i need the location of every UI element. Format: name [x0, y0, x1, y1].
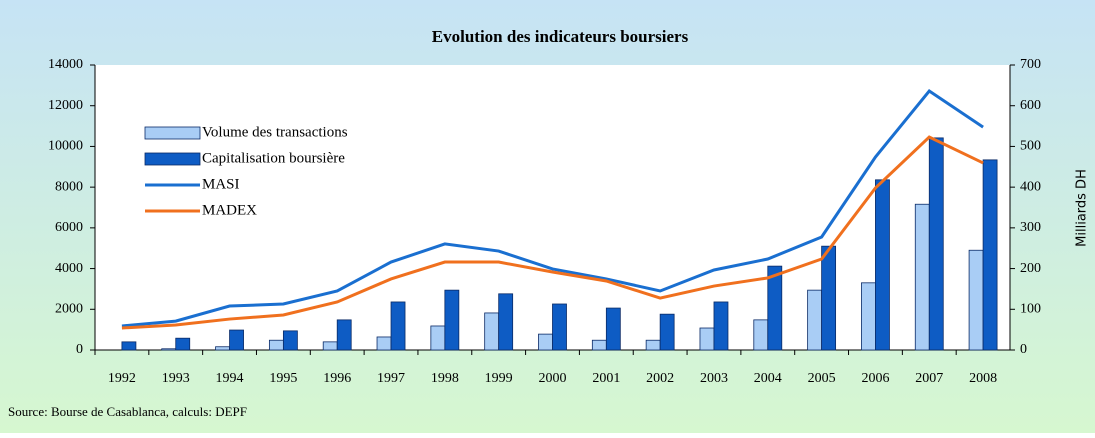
bar	[121, 341, 137, 351]
y-tick-label: 8000	[55, 179, 83, 194]
x-tick-label: 1993	[162, 371, 190, 386]
x-tick-label: 2003	[700, 371, 728, 386]
x-tick-label: 1999	[485, 371, 513, 386]
bar	[645, 339, 661, 351]
y2-tick-label: 500	[1020, 139, 1041, 154]
bar	[968, 249, 984, 351]
y-tick-label: 2000	[55, 302, 83, 317]
legend-label: MADEX	[202, 202, 257, 218]
bar	[282, 330, 298, 351]
plot-area	[95, 65, 1010, 350]
legend-label: MASI	[202, 176, 240, 192]
bar	[807, 289, 823, 351]
legend-label: Capitalisation boursière	[202, 150, 345, 166]
bar	[390, 301, 406, 351]
y2-tick-label: 300	[1020, 220, 1041, 235]
y2-tick-label: 100	[1020, 302, 1041, 317]
line-series	[121, 89, 984, 328]
y2-tick-label: 600	[1020, 98, 1041, 113]
y2-tick-label: 0	[1020, 342, 1027, 357]
bar	[538, 333, 553, 351]
bar	[767, 265, 783, 351]
source: Source: Bourse de Casablanca, calculs: D…	[8, 404, 247, 419]
bar	[498, 293, 514, 351]
x-tick-label: 2000	[539, 371, 567, 386]
bar	[376, 336, 392, 351]
bar	[821, 245, 837, 351]
y-tick-label: 14000	[48, 57, 83, 72]
bar	[215, 346, 230, 351]
bar	[713, 301, 729, 351]
bar	[444, 289, 460, 351]
x-tick-label: 2001	[592, 371, 620, 386]
bar	[982, 159, 998, 351]
bar	[322, 341, 338, 351]
y2-axis-label: Milliards DH	[1075, 169, 1090, 247]
bar	[699, 327, 715, 351]
bar	[484, 312, 500, 351]
bar	[861, 282, 876, 351]
x-tick-label: 2002	[646, 371, 674, 386]
chart-title: Evolution des indicateurs boursiers	[432, 27, 689, 46]
bar	[605, 307, 621, 351]
bar	[229, 329, 244, 351]
bar	[914, 203, 930, 351]
x-tick-label: 1997	[377, 371, 405, 386]
x-tick-label: 2008	[969, 371, 997, 386]
y-tick-label: 10000	[48, 139, 83, 154]
bar	[336, 319, 352, 351]
y2-tick-label: 700	[1020, 57, 1041, 72]
line-series	[121, 135, 984, 330]
y-tick-label: 4000	[55, 261, 83, 276]
y2-tick-label: 200	[1020, 261, 1041, 276]
y-tick-label: 6000	[55, 220, 83, 235]
bar	[430, 325, 446, 351]
x-tick-label: 2005	[808, 371, 836, 386]
x-tick-label: 2006	[861, 371, 889, 386]
bar	[161, 348, 177, 351]
x-tick-label: 2004	[754, 371, 782, 386]
x-tick-label: 2007	[915, 371, 943, 386]
bar	[591, 339, 607, 351]
bar	[753, 319, 769, 351]
x-tick-label: 1992	[108, 371, 136, 386]
bar	[659, 313, 675, 351]
x-tick-label: 1996	[323, 371, 351, 386]
bar	[552, 303, 567, 351]
legend-swatch	[144, 152, 201, 166]
x-tick-label: 1998	[431, 371, 459, 386]
bar	[268, 339, 284, 351]
bar	[875, 179, 890, 351]
y-tick-label: 0	[76, 342, 83, 357]
bar	[928, 137, 944, 351]
y-tick-label: 12000	[48, 98, 83, 113]
legend-swatch	[144, 126, 201, 140]
x-tick-label: 1995	[269, 371, 297, 386]
y2-tick-label: 400	[1020, 179, 1041, 194]
bar	[175, 337, 191, 351]
x-tick-label: 1994	[216, 371, 244, 386]
legend-label: Volume des transactions	[202, 124, 348, 140]
